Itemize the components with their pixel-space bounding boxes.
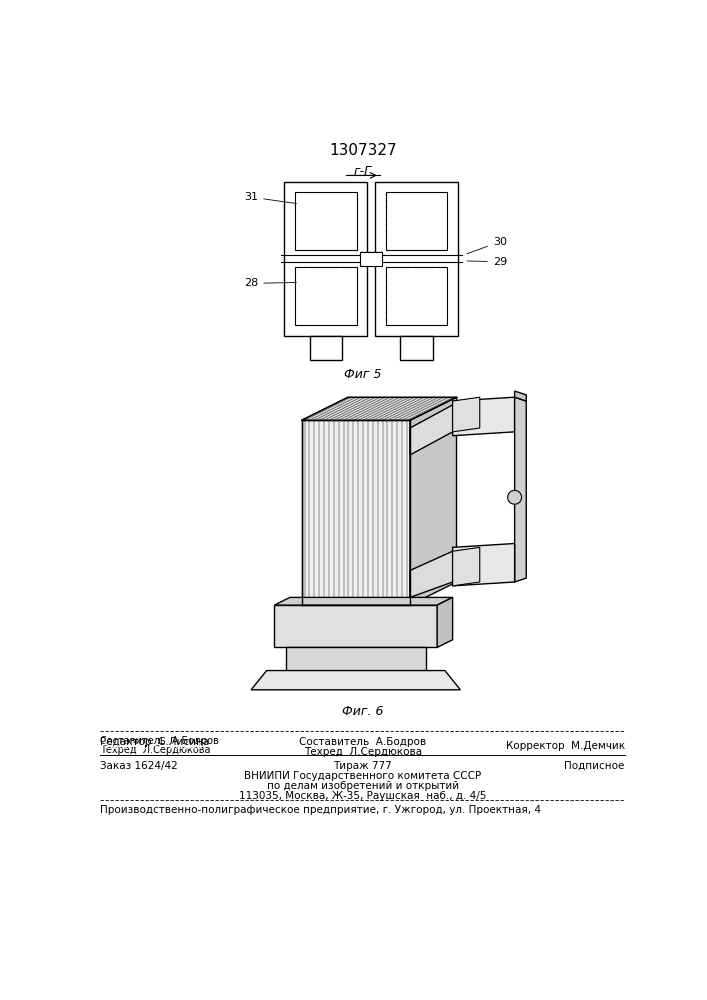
Polygon shape <box>410 405 452 455</box>
Text: Тираж 777: Тираж 777 <box>333 761 392 771</box>
Text: Корректор  М.Демчик: Корректор М.Демчик <box>506 741 625 751</box>
Text: Составитель  А.Бодров: Составитель А.Бодров <box>299 737 426 747</box>
Polygon shape <box>410 551 452 597</box>
Bar <box>361 252 382 266</box>
Text: 28: 28 <box>244 278 296 288</box>
Text: Подписное: Подписное <box>564 761 625 771</box>
Text: 31: 31 <box>244 192 296 204</box>
Polygon shape <box>410 397 457 605</box>
Polygon shape <box>452 547 480 586</box>
Circle shape <box>508 490 522 504</box>
Text: Техред  Л.Сердюкова: Техред Л.Сердюкова <box>100 745 211 755</box>
Text: г-Г: г-Г <box>354 165 372 178</box>
Bar <box>296 192 356 250</box>
Text: Производственно-полиграфическое предприятие, г. Ужгород, ул. Проектная, 4: Производственно-полиграфическое предприя… <box>100 805 541 815</box>
Text: ВНИИПИ Государственного комитета СССР: ВНИИПИ Государственного комитета СССР <box>244 771 481 781</box>
Text: Редактор  С.Лисина: Редактор С.Лисина <box>100 741 202 751</box>
Bar <box>386 192 448 250</box>
Bar <box>284 182 368 336</box>
Polygon shape <box>515 397 526 582</box>
Text: Составитель  А.Бодров: Составитель А.Бодров <box>100 736 218 746</box>
Polygon shape <box>452 397 515 436</box>
Bar <box>375 182 458 336</box>
Polygon shape <box>452 397 480 432</box>
Text: 113035, Москва, Ж-35, Раушская  наб., д. 4/5: 113035, Москва, Ж-35, Раушская наб., д. … <box>239 791 486 801</box>
Polygon shape <box>274 597 452 605</box>
Polygon shape <box>515 391 526 401</box>
Bar <box>310 336 342 360</box>
Bar <box>274 605 437 647</box>
Bar <box>286 647 426 671</box>
Bar <box>386 267 448 325</box>
Bar <box>296 267 356 325</box>
Polygon shape <box>301 397 457 420</box>
Text: Фиг 5: Фиг 5 <box>344 368 382 381</box>
Text: Редактор  С.Лисина: Редактор С.Лисина <box>100 737 209 747</box>
Bar <box>301 420 410 605</box>
Text: Фиг. 6: Фиг. 6 <box>342 705 383 718</box>
Polygon shape <box>251 671 460 690</box>
Text: 30: 30 <box>467 237 507 254</box>
Text: 1307327: 1307327 <box>329 143 397 158</box>
Text: по делам изобретений и открытий: по делам изобретений и открытий <box>267 781 459 791</box>
Text: Заказ 1624/42: Заказ 1624/42 <box>100 761 177 771</box>
Polygon shape <box>437 597 452 647</box>
Bar <box>400 336 433 360</box>
Text: 29: 29 <box>467 257 507 267</box>
Text: Техред  Л.Сердюкова: Техред Л.Сердюкова <box>304 747 422 757</box>
Polygon shape <box>452 544 515 586</box>
